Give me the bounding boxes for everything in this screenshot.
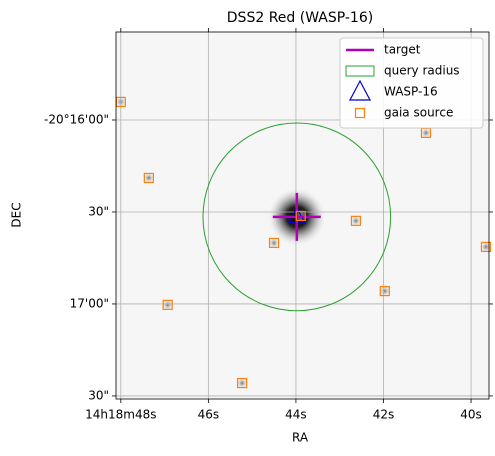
legend-swatch <box>345 65 375 77</box>
x-tick-label: 44s <box>285 408 307 422</box>
faint-star <box>349 214 362 227</box>
square-marker <box>236 377 248 389</box>
y-tick-label: 30" <box>88 388 109 402</box>
faint-star <box>142 171 155 184</box>
legend-label: query radius <box>384 64 460 78</box>
y-tick-label: 30" <box>88 204 109 218</box>
x-tick-label: 14h18m48s <box>85 408 156 422</box>
y-tick-label: 17'00" <box>70 296 109 310</box>
square-marker <box>162 299 173 310</box>
x-tick-label: 40s <box>460 408 482 422</box>
x-axis-label: RA <box>292 431 309 445</box>
x-tick-label: 46s <box>198 408 220 422</box>
square-marker <box>379 285 390 297</box>
query-circle <box>202 122 392 312</box>
axes-frame <box>115 31 490 400</box>
legend-label: target <box>384 43 421 57</box>
x-tick-label: 42s <box>373 408 395 422</box>
legend-swatch <box>354 107 366 119</box>
square-marker <box>480 241 492 253</box>
y-axis-label: DEC <box>10 202 24 227</box>
legend-swatch <box>349 79 371 101</box>
chart-title: DSS2 Red (WASP-16) <box>227 10 373 26</box>
legend-box <box>339 37 484 129</box>
faint-star <box>236 377 249 390</box>
legend-label: WASP-16 <box>384 85 438 99</box>
square-marker <box>295 210 306 222</box>
faint-star <box>161 298 174 311</box>
faint-star <box>419 126 432 139</box>
square-marker <box>268 237 280 249</box>
faint-star <box>378 285 391 298</box>
legend-label: gaia source <box>384 106 453 120</box>
square-marker <box>143 172 154 184</box>
square-marker <box>350 215 362 226</box>
faint-star <box>268 236 281 249</box>
y-tick-label: -20°16'00" <box>44 112 109 126</box>
